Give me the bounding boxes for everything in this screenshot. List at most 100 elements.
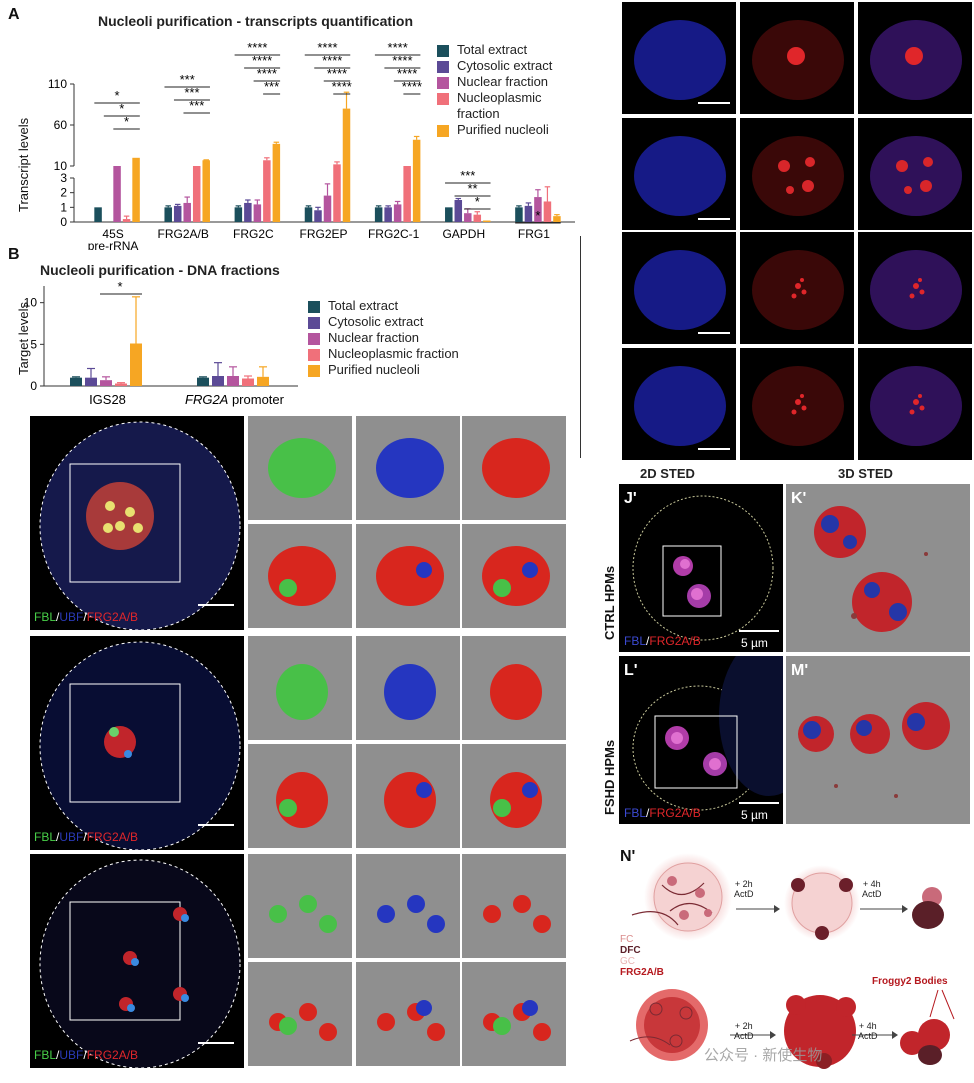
nucleolus: [805, 157, 815, 167]
render-tile: [462, 416, 566, 520]
caption-part: /: [83, 830, 87, 844]
bar: [227, 376, 239, 386]
swatch: [437, 76, 449, 89]
sig-label: **: [467, 181, 477, 196]
ubf: [124, 750, 132, 758]
bar: [173, 205, 182, 222]
sig-label: *: [115, 88, 120, 103]
sig-label: ****: [402, 79, 422, 94]
sted-lp-image: [632, 656, 783, 811]
arrow4-time: + 4h: [858, 1021, 877, 1031]
channel-render: [384, 664, 436, 720]
nucleolus: [802, 180, 814, 192]
x-label-main: FRG2A: [185, 392, 228, 407]
merge-red: [490, 772, 542, 828]
legend-label: Purified nucleoli: [457, 122, 549, 137]
micro-tile: [858, 118, 972, 230]
channel-render: [319, 915, 337, 933]
x-tick-label: FRG2A promoter: [185, 392, 285, 407]
merge-blue: [416, 562, 432, 578]
caption-part: FRG2A/B: [86, 830, 139, 844]
ubf-dot: [181, 914, 189, 922]
nucleus-overlay: [870, 366, 962, 446]
y-tick-label: 5: [30, 337, 37, 351]
y-tick-label: 3: [60, 171, 67, 185]
legend-item: Cytosolic extract: [308, 314, 459, 330]
nucleolus-dot: [801, 289, 807, 295]
swatch: [308, 364, 320, 377]
legend-gc: GC: [620, 956, 635, 967]
nucleolus-dot: [800, 394, 804, 398]
sig-label: ****: [332, 79, 352, 94]
bar: [342, 108, 351, 222]
render-tile: [462, 524, 566, 628]
legend-label: Nucleoplasmic: [457, 90, 542, 105]
panel-b-title: Nucleoli purification - DNA fractions: [40, 262, 280, 278]
nucleolus-dot: [913, 399, 919, 405]
render-tile: [248, 962, 352, 1066]
x-tick-label: FRG2C-1: [368, 227, 420, 241]
channel-render: [376, 438, 444, 498]
bar: [543, 201, 552, 222]
channel-caption: FBL/UBF/FRG2A/B: [34, 1048, 138, 1062]
nucleus-dapi: [634, 136, 726, 216]
scalebar-label: 5 µm: [741, 808, 768, 822]
caption-part: UBF: [59, 830, 84, 844]
bar: [115, 383, 127, 386]
render-image: [268, 438, 336, 498]
micro-image: [870, 136, 962, 216]
render-tile: [356, 416, 460, 520]
sted-mp-tile: M': [786, 656, 970, 824]
swatch: [437, 60, 449, 73]
render-tile: [356, 524, 460, 628]
x-tick-label: FRG1: [518, 227, 550, 241]
caption-part: UBF: [59, 1048, 84, 1062]
micro-image: [752, 20, 844, 100]
caption-part: /: [56, 1048, 60, 1062]
render-image: [269, 895, 337, 933]
sig-label: ****: [392, 53, 412, 68]
bar: [333, 164, 341, 222]
render-tile: [462, 744, 566, 848]
legend-label: Cytosolic extract: [328, 314, 424, 329]
micro-tile: [858, 348, 972, 460]
render-tile: [462, 962, 566, 1066]
nucleolus: [905, 47, 923, 65]
nucleolus-dot: [800, 278, 804, 282]
merge-blue: [522, 782, 538, 798]
bar: [164, 207, 172, 222]
big-micro-tile: [30, 636, 244, 850]
cap-slash: /: [646, 806, 650, 820]
nucleolus-dot: [919, 289, 925, 295]
sted-jp-image: [632, 495, 774, 641]
nucleus-frg: [752, 136, 844, 216]
render-tile: [248, 744, 352, 848]
fc-dot: [125, 507, 135, 517]
sig-label: ****: [327, 66, 347, 81]
nucleolus-dot: [918, 394, 922, 398]
bar: [323, 195, 332, 222]
arrow1-drug: ActD: [734, 889, 754, 899]
x-label-suffix: promoter: [228, 392, 284, 407]
bar: [524, 205, 533, 222]
sig-label: ***: [264, 79, 279, 94]
micro-tile: [740, 2, 854, 114]
nucleolus: [786, 186, 794, 194]
scalebar: [698, 102, 730, 104]
legend-dfc: DFC: [620, 945, 641, 956]
sig-label: ****: [397, 66, 417, 81]
legend-item: Purified nucleoli: [437, 122, 552, 138]
channel-render: [427, 915, 445, 933]
x-tick-label: IGS28: [89, 392, 126, 407]
nucleus-outline: [39, 641, 241, 850]
panel-letter: J': [624, 490, 637, 507]
micro-tile: [622, 2, 736, 114]
merge-red: [268, 546, 336, 606]
caption-part: UBF: [59, 610, 84, 624]
cap-frg: FRG2A/B: [649, 806, 701, 820]
panel-letter: L': [624, 662, 638, 679]
scalebar: [198, 824, 234, 826]
merge-blue: [522, 562, 538, 578]
legend-frg: FRG2A/B: [620, 967, 664, 978]
legend-label: Nuclear fraction: [457, 74, 549, 89]
